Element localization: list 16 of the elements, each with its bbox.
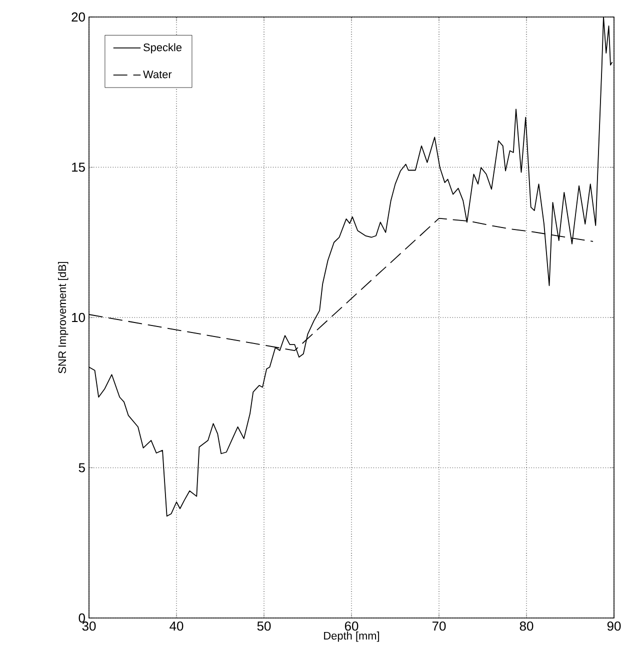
x-axis-title: Depth [mm] [324, 632, 380, 642]
x-tick-label: 60 [344, 622, 358, 631]
x-tick-label: 80 [520, 622, 534, 631]
y-tick-label: 10 [72, 312, 85, 322]
y-tick-label: 20 [72, 12, 85, 22]
legend-label: Speckle [144, 43, 182, 54]
x-tick-label: 70 [432, 622, 446, 631]
x-tick-label: 90 [607, 622, 621, 631]
x-tick-label: 30 [82, 622, 96, 631]
y-tick-label: 5 [78, 463, 85, 472]
x-tick-label: 50 [257, 622, 271, 631]
y-axis-title: SNR Improvement [dB] [58, 262, 68, 374]
legend-label: Water [143, 70, 172, 78]
x-tick-label: 40 [170, 622, 184, 631]
y-tick-label: 15 [72, 162, 85, 172]
y-tick-label: 0 [78, 613, 85, 623]
